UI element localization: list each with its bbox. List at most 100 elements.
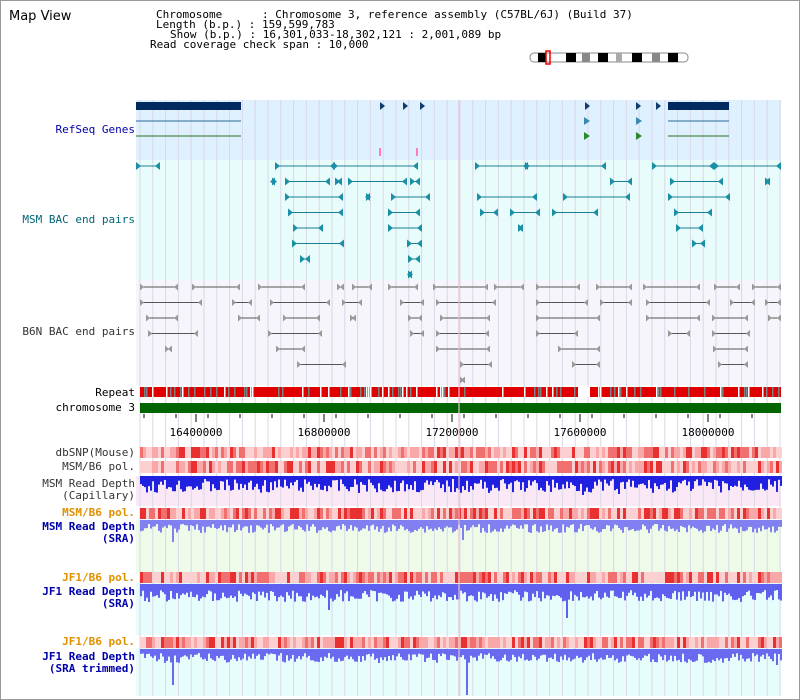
b6n-bac-end: [461, 376, 465, 384]
show-line: Show (b.p.) : 16,301,033-18,302,121 : 2,…: [170, 28, 502, 41]
b6n-bac-end: [400, 299, 404, 306]
msm-bac-end: [325, 177, 330, 186]
refseq-marker: [379, 148, 381, 156]
b6n-bac-end: [536, 299, 540, 306]
b6n-bac-end: [485, 330, 489, 337]
msm-bac-end: [493, 208, 498, 217]
repeat-track: [140, 387, 781, 397]
chromosome-bar: [140, 403, 781, 413]
msm-bac-end: [707, 208, 712, 217]
jf1-trim-label[interactable]: JF1 Read Depth (SRA trimmed): [4, 651, 135, 675]
coverage-line: Read coverage check span : 10,000: [150, 38, 369, 51]
jf1-pol2-label[interactable]: JF1/B6 pol.: [62, 635, 135, 648]
b6n-bac-end: [388, 283, 392, 291]
msm-bac-end: [593, 208, 598, 217]
msm-bac-end: [300, 255, 305, 263]
b6n-bac-end: [165, 345, 169, 353]
b6n-bac-end: [420, 330, 424, 337]
axis-tick-label: 18000000: [682, 426, 735, 439]
msm-bac-end: [348, 177, 353, 186]
refseq-label[interactable]: RefSeq Genes: [55, 123, 135, 136]
msm-bac-end: [552, 208, 557, 217]
b6n-bac-end: [718, 361, 722, 368]
msm-pol-label[interactable]: MSM/B6 pol.: [62, 460, 135, 473]
msm-capillary-label[interactable]: MSM Read Depth (Capillary): [4, 478, 135, 502]
msm-sra-label-line2: (SRA): [101, 532, 135, 545]
msm-bac-end: [338, 193, 343, 201]
msm-bac-end: [776, 162, 781, 170]
b6n-bac-end: [596, 361, 600, 368]
msm-pol2-label[interactable]: MSM/B6 pol.: [62, 506, 135, 519]
axis-tick-label: 17600000: [554, 426, 607, 439]
b6n-bac-end: [558, 345, 562, 353]
b6n-bac-end: [712, 330, 716, 337]
msm-bac-end: [625, 193, 630, 201]
jf1-pol-heatmap: [140, 572, 782, 583]
b6n-bac-end: [418, 314, 422, 322]
refseq-gene: [668, 102, 729, 110]
msm-bac-end: [285, 193, 290, 201]
b6n-bac-end: [340, 283, 344, 291]
chromosome-ideogram[interactable]: [529, 50, 689, 65]
b6n-bac-end: [596, 314, 600, 322]
b6n-bac-end: [318, 330, 322, 337]
msm-bac-end: [275, 162, 280, 170]
b6n-bac-end: [646, 314, 650, 322]
msm-bac-end: [610, 177, 615, 186]
msm-bac-end: [725, 193, 730, 201]
msm-capillary-label-line1: MSM Read Depth: [42, 477, 135, 490]
msm-bac-end: [676, 224, 681, 232]
b6n-bac-end: [140, 299, 144, 306]
jf1-sra-label-line1: JF1 Read Depth: [42, 585, 135, 598]
msm-bac-end: [668, 193, 673, 201]
b6n-bac-end: [256, 314, 260, 322]
b6n-bac-end: [436, 330, 440, 337]
msm-bac-end: [288, 208, 293, 217]
b6n-bac-end: [342, 299, 346, 306]
b6n-bac-end: [486, 345, 490, 353]
b6n-bac-end: [596, 345, 600, 353]
b6n-bac-end: [572, 361, 576, 368]
refseq-exon: [584, 117, 590, 125]
track-content: [136, 102, 782, 695]
b6n-bac-end: [297, 361, 301, 368]
refseq-exon: [584, 132, 590, 140]
jf1-sra-label[interactable]: JF1 Read Depth (SRA): [4, 586, 135, 610]
msm-bac-end: [339, 239, 344, 248]
refseq-gene: [136, 102, 241, 110]
b6n-bac-end: [140, 283, 144, 291]
b6n-bac-end: [574, 330, 578, 337]
refseq-exon: [585, 102, 590, 110]
msm-bac-end: [417, 239, 422, 248]
b6n-bac-end: [337, 283, 341, 291]
b6n-bac-label[interactable]: B6N BAC end pairs: [22, 325, 135, 338]
msm-bac-end: [407, 270, 412, 279]
b6n-bac-end: [192, 283, 196, 291]
b6n-bac-end: [283, 314, 287, 322]
jf1-pol-label[interactable]: JF1/B6 pol.: [62, 571, 135, 584]
msm-bac-end: [563, 193, 568, 201]
b6n-bac-end: [174, 314, 178, 322]
b6n-bac-end: [751, 299, 755, 306]
b6n-bac-end: [746, 330, 750, 337]
b6n-bac-end: [194, 330, 198, 337]
b6n-bac-end: [646, 299, 650, 306]
msm-bac-end: [477, 193, 482, 201]
refseq-exon: [636, 132, 642, 140]
msm-bac-end: [285, 177, 290, 186]
b6n-bac-end: [352, 283, 356, 291]
b6n-bac-end: [486, 314, 490, 322]
refseq-exon: [403, 102, 408, 110]
msm-bac-end: [535, 208, 540, 217]
msm-bac-end: [408, 255, 413, 263]
b6n-bac-end: [536, 283, 540, 291]
msm-bac-end: [718, 177, 723, 186]
msm-sra-label[interactable]: MSM Read Depth (SRA): [4, 521, 135, 545]
dbsnp-label[interactable]: dbSNP(Mouse): [55, 446, 135, 459]
b6n-bac-end: [408, 314, 412, 322]
refseq-exon: [636, 117, 642, 125]
msm-bac-label[interactable]: MSM BAC end pairs: [22, 213, 135, 226]
b6n-bac-end: [596, 283, 600, 291]
msm-bac-end: [270, 177, 275, 186]
